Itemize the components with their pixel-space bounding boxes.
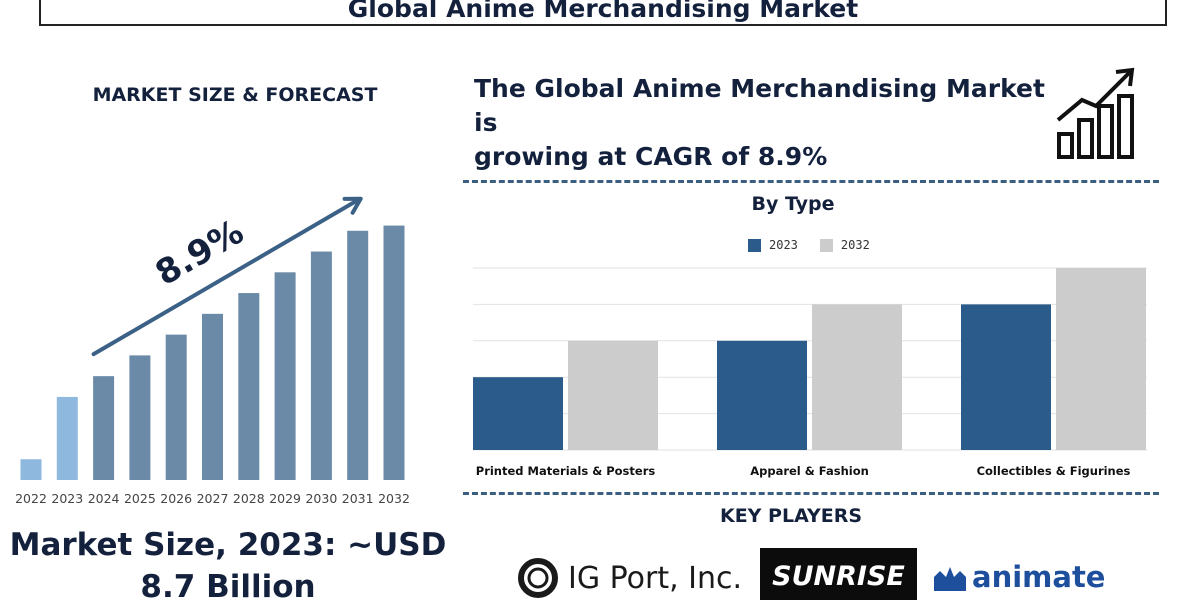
x-tick-2026: 2026 [160, 491, 192, 506]
bar-2029 [274, 272, 296, 480]
bar-2023 [56, 396, 78, 480]
divider-top [463, 180, 1159, 183]
legend-label-2032: 2032 [840, 238, 870, 252]
x-tick-2025: 2025 [124, 491, 156, 506]
bar-2028 [238, 293, 260, 480]
title-banner: Global Anime Merchandising Market [39, 0, 1167, 26]
sunrise-name: SUNRISE [772, 560, 905, 592]
bar-2024 [93, 376, 115, 480]
page-title: Global Anime Merchandising Market [347, 0, 859, 23]
x-tick-2024: 2024 [88, 491, 120, 506]
by-type-chart: Printed Materials & Posters Apparel & Fas… [473, 267, 1147, 478]
x-tick-2027: 2027 [197, 491, 229, 506]
sunrise-logo: SUNRISE [760, 548, 917, 600]
legend-swatch-2032 [819, 238, 833, 252]
legend-item-2032: 2032 [819, 238, 870, 252]
by-type-legend: 2023 2032 [748, 238, 870, 252]
bar-2032-0 [568, 340, 658, 450]
growth-arrow-head [342, 196, 363, 215]
animate-castle-icon [934, 567, 966, 591]
bar-2027 [202, 313, 223, 480]
x-tick-2031: 2031 [342, 491, 374, 506]
bar-2023-0 [473, 377, 563, 450]
category-label-0: Printed Materials & Posters [476, 464, 656, 478]
x-tick-2023: 2023 [51, 491, 83, 506]
category-label-2: Collectibles & Figurines [977, 464, 1131, 478]
bar-2025 [129, 355, 151, 480]
bar-2030 [310, 251, 332, 480]
divider-bottom [463, 492, 1159, 495]
market-size-line1: Market Size, 2023: ~USD [9, 527, 447, 563]
cagr-statement: The Global Anime Merchandising Market is… [474, 72, 1074, 174]
bar-2032-1 [812, 304, 902, 450]
market-size-heading: MARKET SIZE & FORECAST [92, 84, 378, 106]
bar-2022 [20, 459, 42, 480]
growth-chart-icon [1056, 67, 1135, 159]
ig-port-logo: IG Port, Inc. [516, 556, 742, 600]
market-forecast-chart: 2022 2023 2024 2025 2026 2027 2028 2029 2030 2031… [15, 196, 410, 506]
animate-name: animate [972, 560, 1106, 594]
legend-item-2023: 2023 [748, 238, 798, 252]
legend-swatch-2023 [748, 238, 761, 252]
bar-2023-1 [717, 340, 807, 450]
bar-2032-2 [1056, 268, 1146, 450]
cagr-line1: The Global Anime Merchandising Market is [474, 74, 1045, 137]
animate-logo: animate [932, 560, 1105, 594]
cagr-line2: growing at CAGR of 8.9% [474, 142, 828, 171]
bar-2023-2 [961, 304, 1051, 450]
growth-arrow [91, 198, 359, 357]
ig-port-ring-icon [518, 558, 558, 598]
by-type-title: By Type [751, 193, 835, 215]
ig-port-name: IG Port, Inc. [568, 560, 743, 596]
x-tick-2022: 2022 [15, 491, 47, 506]
category-label-1: Apparel & Fashion [750, 464, 869, 478]
cagr-annotation: 8.9% [149, 212, 251, 294]
x-tick-2029: 2029 [269, 491, 301, 506]
x-tick-2032: 2032 [378, 491, 410, 506]
x-tick-2030: 2030 [305, 491, 337, 506]
market-size-text: Market Size, 2023: ~USD 8.7 Billion [0, 524, 456, 600]
bar-2026 [165, 334, 187, 480]
market-size-line2: 8.7 Billion [140, 569, 316, 600]
bar-2032 [383, 225, 405, 480]
bar-2031 [347, 230, 369, 480]
key-players-title: KEY PLAYERS [719, 505, 863, 527]
x-tick-2028: 2028 [233, 491, 265, 506]
legend-label-2023: 2023 [769, 238, 798, 252]
